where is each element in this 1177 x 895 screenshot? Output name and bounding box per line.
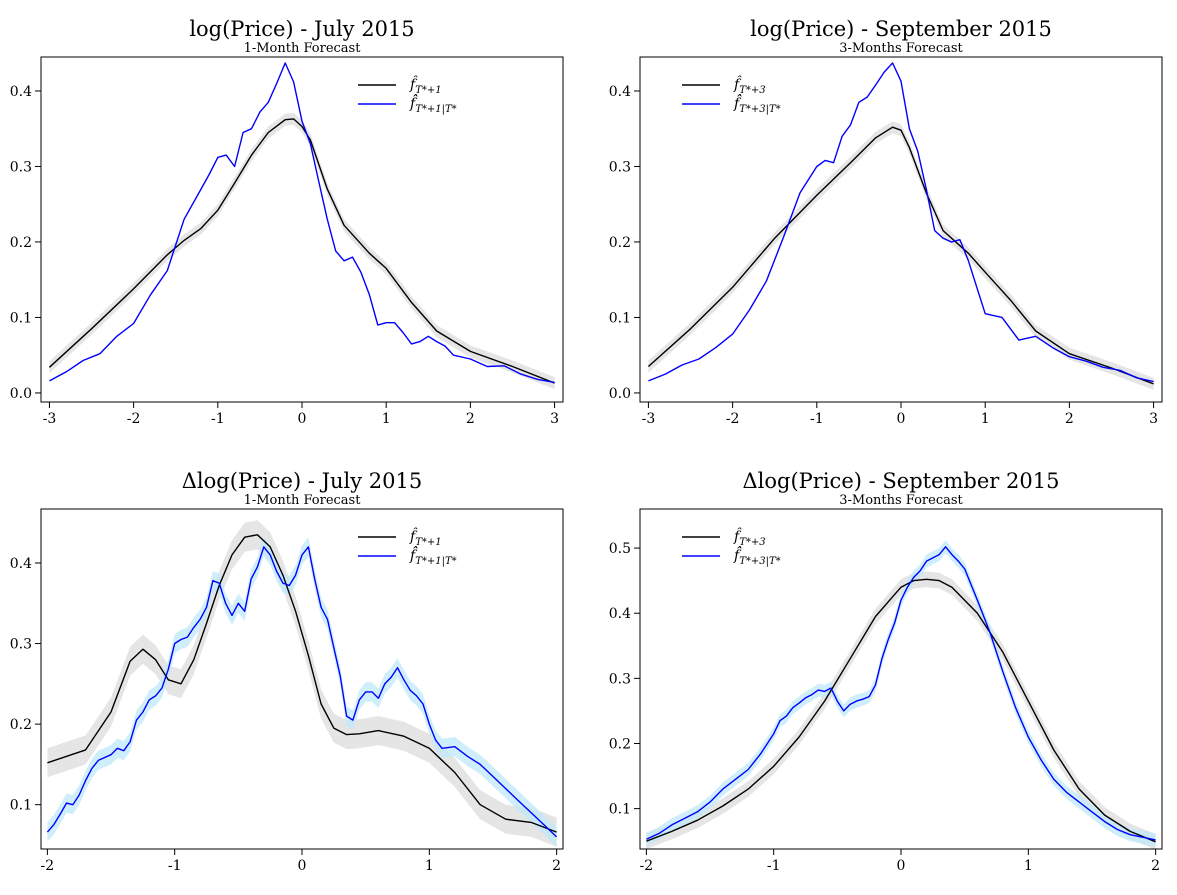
legend-label-2: f̂̂T*+1|T*	[409, 93, 457, 115]
x-tick-label: 3	[550, 411, 559, 427]
x-tick-label: -1	[810, 411, 824, 427]
legend-label-2: f̂̂T*+3|T*	[733, 93, 781, 115]
chart-subtitle: 3-Months Forecast	[839, 493, 963, 508]
x-tick-label: 2	[1151, 858, 1160, 874]
x-tick-label: -1	[168, 858, 182, 874]
series-1-line	[47, 534, 557, 833]
legend-label-2: f̂̂T*+3|T*	[733, 545, 781, 567]
y-tick-label: 0.1	[609, 310, 631, 326]
x-tick-label: -1	[767, 858, 781, 874]
x-tick-label: 0	[897, 411, 906, 427]
y-tick-label: 0.1	[10, 798, 32, 814]
legend-label-1: f̂T*+3	[733, 75, 766, 96]
x-tick-label: -2	[640, 858, 654, 874]
y-tick-label: 0.1	[609, 802, 631, 818]
y-tick-label: 0.3	[609, 671, 631, 687]
x-tick-label: 2	[1065, 411, 1074, 427]
chart-title: Δlog(Price) - September 2015	[743, 469, 1060, 493]
x-tick-label: 0	[897, 858, 906, 874]
legend-label-1: f̂T*+1	[409, 75, 442, 96]
plot-area	[646, 540, 1156, 849]
x-tick-label: 1	[1024, 858, 1033, 874]
x-tick-label: -1	[211, 411, 225, 427]
plot-area	[46, 520, 558, 847]
series-1-line	[646, 578, 1156, 843]
x-tick-label: -2	[41, 858, 55, 874]
chart-legend: f̂T*+3f̂̂T*+3|T*	[682, 75, 781, 115]
chart-title: Δlog(Price) - July 2015	[182, 469, 423, 493]
legend-label-1: f̂T*+3	[733, 527, 766, 548]
y-tick-label: 0.0	[10, 386, 32, 402]
x-tick-label: 2	[552, 858, 561, 874]
y-tick-label: 0.4	[10, 556, 32, 572]
x-tick-label: -2	[726, 411, 740, 427]
chart-subtitle: 1-Month Forecast	[244, 41, 362, 56]
series-1-confidence-band	[49, 112, 555, 390]
y-tick-label: 0.2	[609, 736, 631, 752]
x-tick-label: 2	[466, 411, 475, 427]
chart-legend: f̂T*+1f̂̂T*+1|T*	[358, 527, 457, 567]
plot-area	[48, 62, 555, 390]
y-tick-label: 0.3	[10, 159, 32, 175]
series-2-line	[646, 546, 1156, 841]
x-tick-label: 0	[298, 858, 307, 874]
y-tick-label: 0.2	[10, 717, 32, 733]
x-tick-label: 0	[298, 411, 307, 427]
x-tick-label: 1	[425, 858, 434, 874]
x-tick-label: 3	[1149, 411, 1158, 427]
x-tick-label: -2	[127, 411, 141, 427]
series-1-confidence-band	[648, 121, 1154, 390]
y-tick-label: 0.3	[10, 637, 32, 653]
x-tick-label: -3	[43, 411, 57, 427]
series-2-line	[49, 62, 555, 384]
plot-frame	[639, 56, 1163, 403]
chart-title: log(Price) - July 2015	[189, 17, 414, 41]
y-tick-label: 0.4	[10, 84, 32, 100]
series-2-confidence-band	[47, 537, 557, 847]
chart-subtitle: 1-Month Forecast	[244, 493, 362, 508]
x-tick-label: 1	[981, 411, 990, 427]
chart-legend: f̂T*+3f̂̂T*+3|T*	[682, 527, 781, 567]
legend-label-1: f̂T*+1	[409, 527, 442, 548]
y-tick-label: 0.3	[609, 159, 631, 175]
series-1-confidence-band	[47, 520, 557, 847]
series-2-line	[648, 62, 1154, 383]
chart-title: log(Price) - September 2015	[750, 17, 1052, 41]
y-tick-label: 0.4	[609, 84, 631, 100]
plot-area	[647, 62, 1154, 390]
y-tick-label: 0.5	[609, 541, 631, 557]
legend-label-2: f̂̂T*+1|T*	[409, 545, 457, 567]
y-tick-label: 0.4	[609, 606, 631, 622]
plot-frame	[40, 56, 564, 403]
y-tick-label: 0.0	[609, 386, 631, 402]
chart-subtitle: 3-Months Forecast	[839, 41, 963, 56]
x-tick-label: -3	[642, 411, 656, 427]
series-2-line	[46, 546, 558, 838]
series-1-line	[647, 126, 1154, 385]
x-tick-label: 1	[382, 411, 391, 427]
y-tick-label: 0.1	[10, 310, 32, 326]
y-tick-label: 0.2	[609, 235, 631, 251]
chart-legend: f̂T*+1f̂̂T*+1|T*	[358, 75, 457, 115]
y-tick-label: 0.2	[10, 235, 32, 251]
series-1-line	[48, 118, 555, 384]
